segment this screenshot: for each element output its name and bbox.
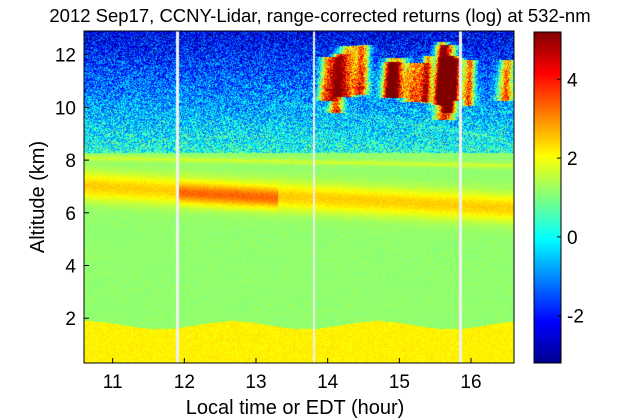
x-tick-label: 16 bbox=[460, 372, 481, 393]
y-tick-label: 8 bbox=[65, 151, 76, 172]
colorbar-tick-label: 4 bbox=[567, 70, 578, 91]
colorbar-gradient bbox=[533, 31, 562, 364]
y-tick-label: 4 bbox=[65, 257, 76, 278]
x-tick-label: 12 bbox=[174, 372, 195, 393]
colorbar-tick-label: 2 bbox=[567, 149, 578, 170]
chart-title: 2012 Sep17, CCNY-Lidar, range-corrected … bbox=[49, 5, 590, 26]
colorbar: -2 0 2 4 bbox=[533, 31, 584, 364]
y-tick-label: 12 bbox=[55, 46, 76, 67]
x-axis: 11 12 13 14 15 16 bbox=[103, 358, 482, 393]
y-tick-label: 10 bbox=[55, 98, 76, 119]
x-tick-label: 15 bbox=[389, 372, 410, 393]
y-tick-label: 6 bbox=[65, 204, 76, 225]
x-axis-label: Local time or EDT (hour) bbox=[186, 397, 405, 419]
colorbar-tick-label: 0 bbox=[567, 228, 578, 249]
x-tick-label: 13 bbox=[245, 372, 266, 393]
heatmap-image bbox=[84, 31, 514, 363]
colorbar-ticks: -2 0 2 4 bbox=[557, 70, 584, 328]
colorbar-tick-label: -2 bbox=[567, 307, 584, 328]
heatmap-plot-area bbox=[83, 30, 515, 364]
y-axis: 2 4 6 8 10 12 bbox=[55, 46, 89, 330]
y-axis-label: Altitude (km) bbox=[27, 141, 49, 253]
x-tick-label: 11 bbox=[103, 372, 123, 393]
plot-frame bbox=[83, 30, 515, 364]
y-tick-label: 2 bbox=[65, 309, 76, 330]
x-tick-label: 14 bbox=[317, 372, 339, 393]
